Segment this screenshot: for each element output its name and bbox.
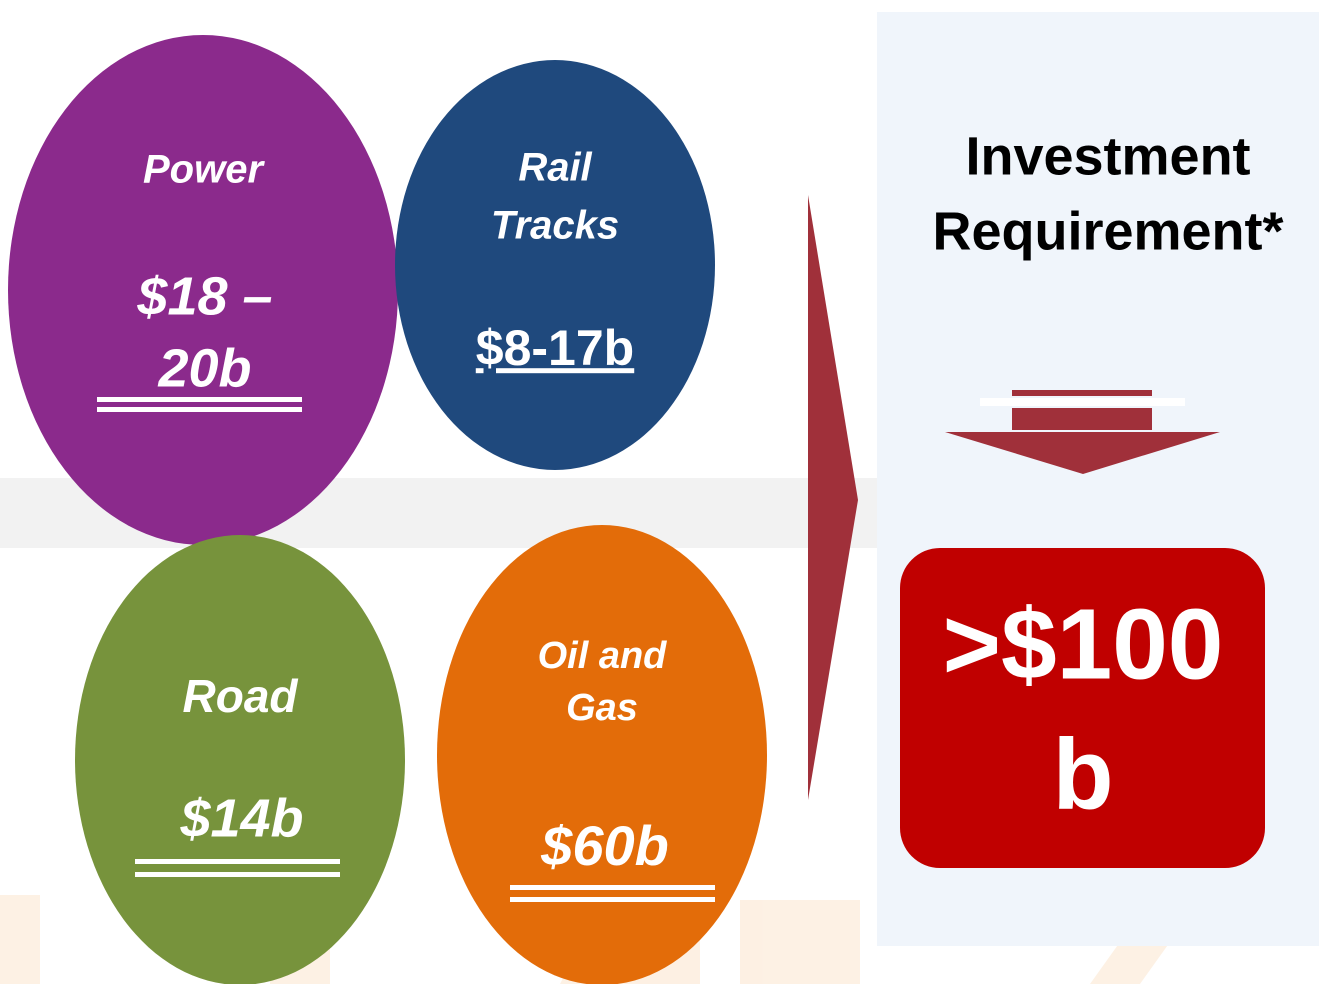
sector-label: Power — [143, 148, 265, 192]
underline — [510, 897, 715, 902]
sector-amount: $14b — [179, 788, 303, 848]
sector-ellipse — [437, 525, 767, 984]
sector-ellipse — [8, 35, 398, 545]
sector-label: Tracks — [491, 204, 619, 248]
sector-ellipse — [395, 60, 715, 470]
sector-amount: $18 – — [136, 266, 272, 326]
down-arrow — [945, 390, 1220, 474]
underline — [135, 872, 340, 877]
sector-amount: 20b — [157, 338, 251, 398]
summary-title: Requirement* — [932, 201, 1283, 261]
underline — [97, 397, 302, 402]
sector-label: Rail — [518, 146, 592, 190]
summary-title: Investment — [965, 126, 1250, 186]
sector: Rail Tracks $8-17b — [395, 60, 715, 470]
summary-total: >$100 — [943, 588, 1224, 700]
sector-ellipse — [75, 535, 405, 984]
sector-label: Oil and — [538, 635, 668, 677]
sector-label: Gas — [566, 687, 638, 729]
underline — [510, 885, 715, 890]
underline — [97, 407, 302, 412]
sector: Power $18 – 20b — [8, 35, 398, 545]
summary-total: b — [1052, 718, 1113, 830]
underline — [135, 859, 340, 864]
total-box — [900, 548, 1265, 868]
sector-amount: $60b — [540, 814, 669, 877]
sector: Oil and Gas $60b — [437, 525, 767, 984]
chevron — [808, 195, 858, 800]
sector-label: Road — [183, 670, 299, 722]
sector: Road $14b — [75, 535, 405, 984]
sector-amount: $8-17b — [476, 320, 634, 376]
